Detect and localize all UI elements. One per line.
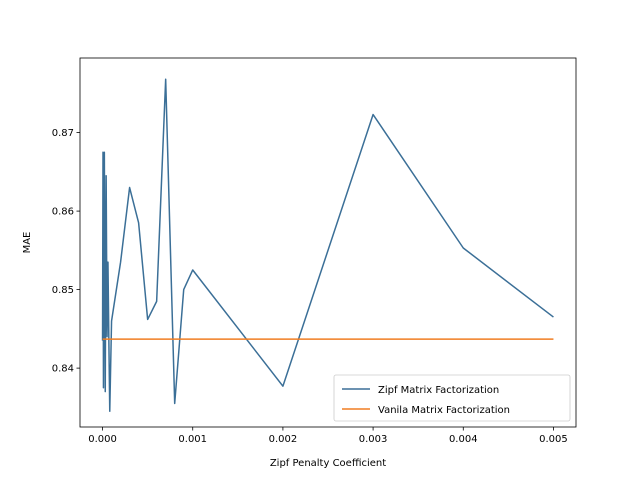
x-tick-label: 0.005: [539, 434, 568, 445]
x-tick-label: 0.003: [359, 434, 388, 445]
y-tick-label: 0.86: [52, 207, 74, 218]
x-tick-label: 0.002: [269, 434, 298, 445]
legend-label: Vanila Matrix Factorization: [378, 405, 510, 416]
y-tick-label: 0.87: [52, 128, 74, 139]
series-layer: [101, 78, 554, 413]
x-tick-label: 0.000: [88, 434, 117, 445]
y-tick-label: 0.85: [52, 285, 74, 296]
y-tick-label: 0.84: [52, 364, 74, 375]
plot-area: 0.000 0.001 0.002 0.003 0.004 0.005 0.840.850…: [52, 57, 577, 445]
legend-box: [333, 374, 571, 422]
x-axis-label: Zipf Penalty Coefficient: [270, 458, 386, 469]
legend: Zipf Matrix Factorization Vanila Matrix F…: [333, 374, 571, 422]
x-axis-ticks: 0.000 0.001 0.002 0.003 0.004 0.005: [88, 427, 568, 445]
series-line-1: [101, 78, 554, 413]
y-axis-label: MAE: [22, 232, 33, 254]
x-tick-label: 0.004: [449, 434, 478, 445]
y-axis-ticks: 0.84 0.85 0.86 0.87: [52, 128, 80, 375]
legend-label: Zipf Matrix Factorization: [378, 385, 499, 396]
x-tick-label: 0.001: [178, 434, 207, 445]
axes-frame: [79, 57, 577, 428]
